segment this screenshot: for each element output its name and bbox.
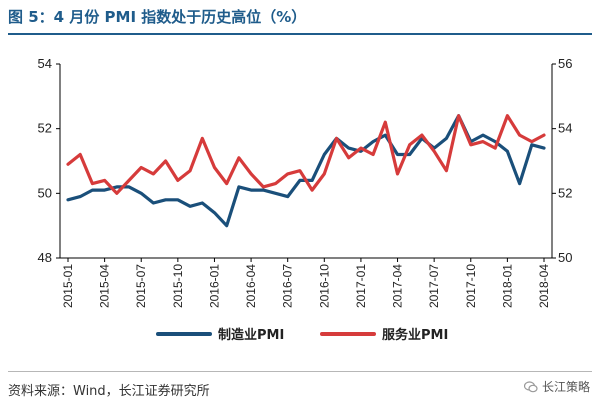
- x-tick-label: 2015-01: [61, 264, 75, 308]
- source-note: 资料来源：Wind，长江证券研究所: [8, 384, 210, 399]
- legend-manufacturing-label: 制造业PMI: [218, 327, 284, 343]
- title-rule: [8, 33, 592, 35]
- services-pmi-line: [66, 114, 546, 195]
- figure-title: 图 5：4 月份 PMI 指数处于历史高位（%）: [8, 8, 307, 26]
- x-tick-label: 2016-10: [317, 264, 331, 308]
- x-tick-label: 2015-10: [171, 264, 185, 308]
- source-rule: [8, 371, 592, 372]
- watermark-text: 长江策略: [541, 380, 590, 394]
- x-tick-label: 2018-04: [537, 264, 551, 308]
- x-tick-label: 2016-04: [244, 264, 258, 308]
- left-tick-label: 52: [38, 121, 52, 136]
- x-tick-label: 2017-04: [391, 264, 405, 308]
- left-tick-label: 54: [38, 56, 52, 71]
- x-tick-label: 2015-04: [98, 264, 112, 308]
- right-tick-label: 54: [558, 121, 572, 136]
- right-tick-label: 56: [558, 56, 572, 71]
- x-tick-label: 2017-07: [427, 264, 441, 308]
- wechat-icon: [523, 380, 538, 392]
- x-tick-label: 2017-01: [354, 264, 368, 308]
- right-tick-label: 50: [558, 250, 572, 265]
- x-tick-label: 2018-01: [500, 264, 514, 308]
- left-tick-label: 48: [38, 250, 52, 265]
- right-tick-label: 52: [558, 185, 572, 200]
- x-tick-label: 2017-10: [464, 264, 478, 308]
- x-tick-label: 2016-01: [207, 264, 221, 308]
- x-tick-label: 2015-07: [134, 264, 148, 308]
- left-tick-label: 50: [38, 185, 52, 200]
- x-tick-label: 2016-07: [281, 264, 295, 308]
- watermark: 长江策略: [523, 378, 590, 395]
- legend-services-label: 服务业PMI: [382, 327, 448, 343]
- pmi-line-chart: 48 50 52 54 50 52 54 56 2015-01 2015-04 2015-07 2…: [38, 56, 573, 343]
